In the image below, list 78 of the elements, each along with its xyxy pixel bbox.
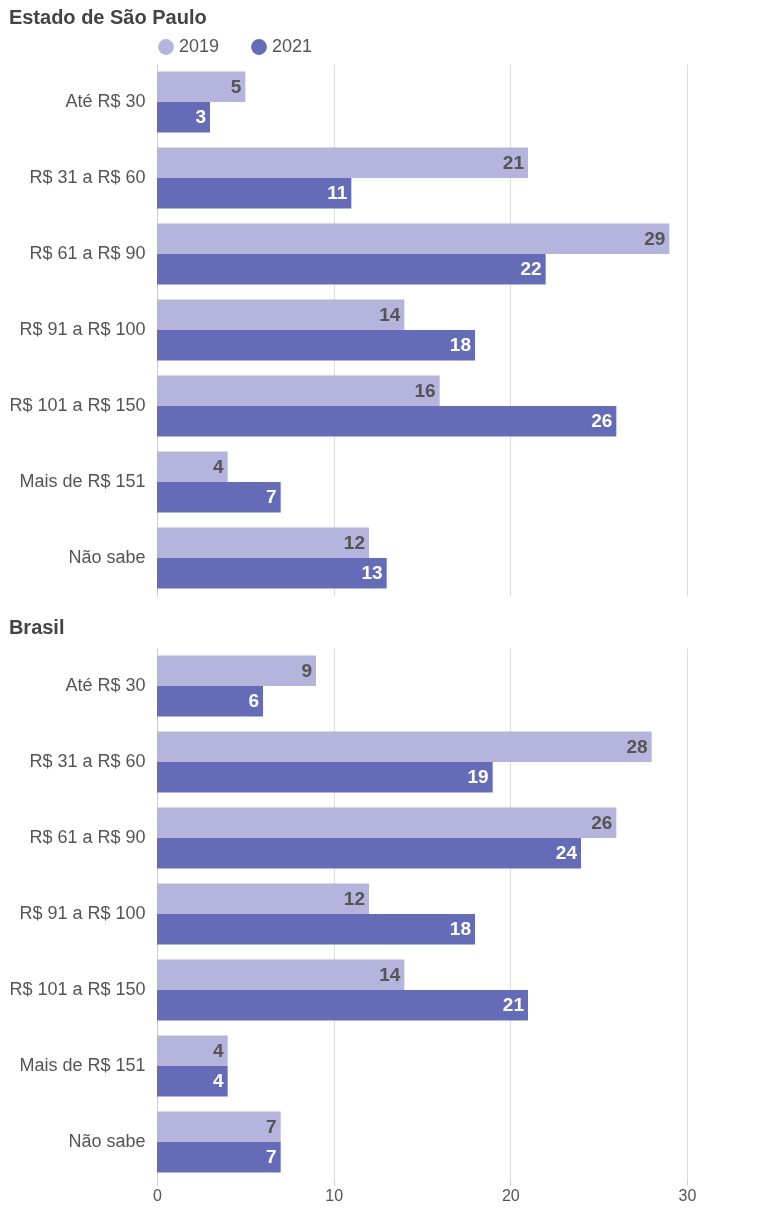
- x-tick-label: 0: [153, 1186, 163, 1204]
- bar: [157, 178, 352, 209]
- y-tick-label: R$ 61 a R$ 90: [29, 243, 146, 263]
- data-label: 5: [230, 75, 242, 97]
- data-label: 7: [266, 1115, 277, 1137]
- x-tick-label: 30: [678, 1186, 697, 1204]
- data-label: 22: [520, 258, 542, 280]
- bar: [157, 1066, 228, 1097]
- data-label: 12: [343, 887, 365, 909]
- data-label: 18: [449, 334, 471, 356]
- y-tick-label: Até R$ 30: [65, 91, 146, 111]
- data-label: 14: [379, 963, 401, 985]
- chart-title: Estado de São Paulo: [8, 6, 207, 28]
- data-label: 18: [449, 918, 471, 940]
- y-tick-label: R$ 91 a R$ 100: [19, 903, 146, 923]
- bar: [157, 451, 228, 482]
- data-label: 26: [591, 410, 613, 432]
- bar: [157, 223, 670, 254]
- bar: [157, 1111, 281, 1142]
- y-tick-label: Não sabe: [68, 1131, 146, 1151]
- bar: [157, 375, 440, 406]
- bar: [157, 299, 405, 330]
- bar: [157, 147, 528, 178]
- data-label: 6: [248, 690, 259, 712]
- y-tick-label: Até R$ 30: [65, 675, 146, 695]
- x-tick-label: 10: [325, 1186, 344, 1204]
- bar: [157, 558, 387, 589]
- legend-label: 2021: [272, 36, 313, 56]
- bar: [157, 655, 316, 686]
- chart-title: Brasil: [8, 616, 65, 638]
- bar: [157, 482, 281, 513]
- bar: [157, 71, 246, 102]
- data-label: 29: [644, 227, 666, 249]
- bar: [157, 731, 652, 762]
- y-tick-label: Não sabe: [68, 547, 146, 567]
- data-label: 26: [591, 811, 613, 833]
- y-tick-label: R$ 31 a R$ 60: [29, 167, 146, 187]
- bar: [157, 807, 617, 838]
- bar: [157, 330, 475, 361]
- bar: [157, 990, 528, 1021]
- data-label: 24: [555, 842, 578, 864]
- y-tick-label: R$ 101 a R$ 150: [9, 395, 146, 415]
- data-label: 19: [467, 766, 489, 788]
- data-label: 7: [266, 1146, 277, 1168]
- bar: [157, 959, 405, 990]
- data-label: 21: [502, 994, 525, 1016]
- data-label: 21: [502, 151, 525, 173]
- data-label: 4: [213, 455, 225, 477]
- data-label: 28: [626, 735, 648, 757]
- bar: [157, 686, 263, 717]
- bar: [157, 1142, 281, 1173]
- data-label: 4: [213, 1070, 225, 1092]
- y-tick-label: R$ 91 a R$ 100: [19, 319, 146, 339]
- data-label: 13: [361, 562, 383, 584]
- data-label: 7: [266, 486, 277, 508]
- bar: [157, 527, 369, 558]
- y-tick-label: R$ 101 a R$ 150: [9, 979, 146, 999]
- bar: [157, 838, 581, 869]
- y-tick-label: Mais de R$ 151: [19, 1055, 146, 1075]
- data-label: 4: [213, 1039, 225, 1061]
- bar: [157, 762, 493, 793]
- bar: [157, 406, 617, 437]
- bar: [157, 883, 369, 914]
- bar: [157, 914, 475, 945]
- data-label: 3: [195, 106, 206, 128]
- x-tick-label: 20: [501, 1186, 520, 1204]
- legend-label: 2019: [179, 36, 220, 56]
- y-tick-label: Mais de R$ 151: [19, 471, 146, 491]
- data-label: 9: [301, 659, 312, 681]
- y-tick-label: R$ 31 a R$ 60: [29, 751, 146, 771]
- bar: [157, 102, 210, 133]
- data-label: 11: [327, 182, 348, 204]
- bar: [157, 1035, 228, 1066]
- y-tick-label: R$ 61 a R$ 90: [29, 827, 146, 847]
- data-label: 14: [379, 303, 401, 325]
- bar: [157, 254, 546, 285]
- data-label: 12: [343, 531, 365, 553]
- data-label: 16: [414, 379, 436, 401]
